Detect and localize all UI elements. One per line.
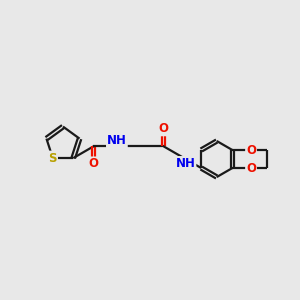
Text: NH: NH <box>107 134 127 148</box>
Text: O: O <box>246 143 256 157</box>
Text: O: O <box>159 122 169 135</box>
Text: O: O <box>246 161 256 175</box>
Text: NH: NH <box>176 157 195 170</box>
Text: O: O <box>88 158 98 170</box>
Text: S: S <box>49 152 57 165</box>
